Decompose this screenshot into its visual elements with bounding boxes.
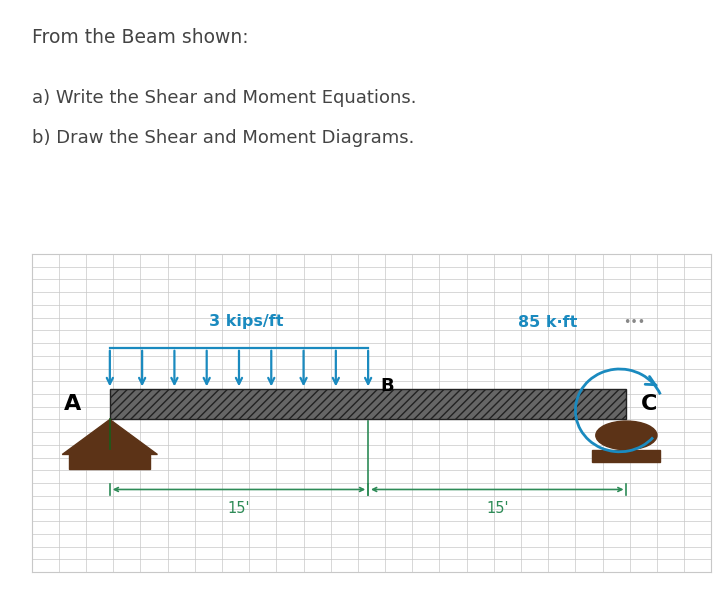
Text: C: C	[642, 394, 658, 414]
Bar	[593, 450, 660, 463]
Text: From the Beam shown:: From the Beam shown:	[32, 28, 248, 47]
Bar	[110, 389, 626, 419]
Text: •••: •••	[623, 316, 645, 329]
Text: 3 kips/ft: 3 kips/ft	[209, 314, 283, 329]
Text: A: A	[64, 394, 81, 414]
Text: a) Write the Shear and Moment Equations.: a) Write the Shear and Moment Equations.	[32, 89, 416, 106]
Text: b) Draw the Shear and Moment Diagrams.: b) Draw the Shear and Moment Diagrams.	[32, 129, 414, 146]
Text: B: B	[380, 377, 394, 395]
Text: 85 k·ft: 85 k·ft	[518, 315, 577, 330]
Bar	[69, 455, 150, 469]
Circle shape	[596, 421, 657, 450]
Text: 15': 15'	[228, 501, 251, 516]
Text: 15': 15'	[486, 501, 508, 516]
Polygon shape	[62, 419, 158, 455]
